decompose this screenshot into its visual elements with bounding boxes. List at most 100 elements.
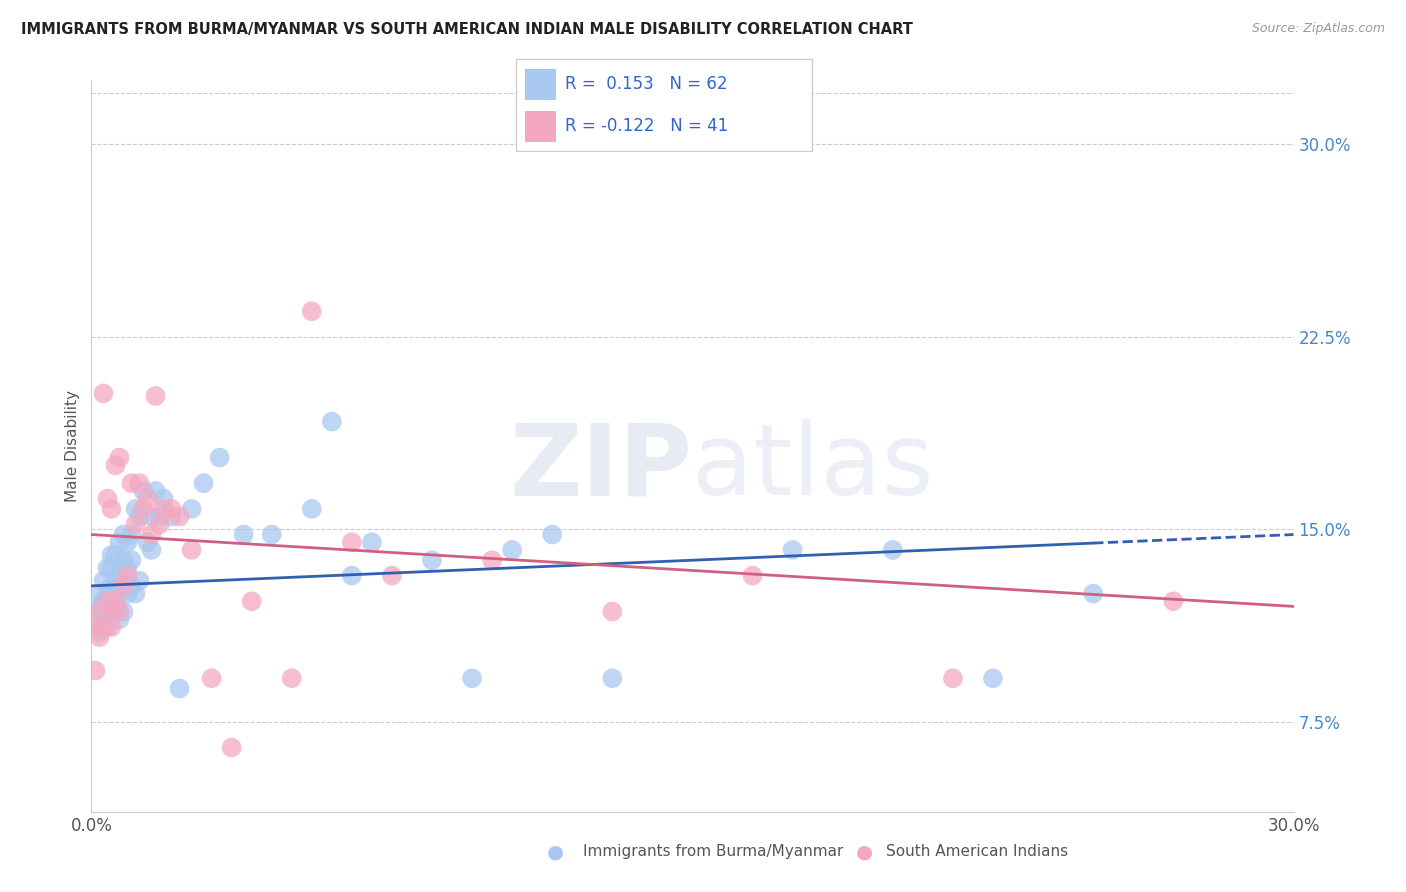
Point [160,509,183,524]
Text: South American Indians: South American Indians [886,845,1069,859]
Point [1163,594,1185,608]
Point [108,586,131,600]
Point [96,594,118,608]
Point [180,543,202,558]
Point [100,561,122,575]
Point [141,543,163,558]
Point [381,568,404,582]
Point [112,579,135,593]
Point [132,483,155,498]
Point [84,620,107,634]
Point [104,458,127,473]
Point [108,450,131,465]
Text: Source: ZipAtlas.com: Source: ZipAtlas.com [1251,22,1385,36]
Point [132,501,155,516]
Point [96,620,118,634]
Point [240,594,263,608]
Point [124,586,146,600]
Point [160,501,183,516]
Point [93,605,115,619]
Point [104,599,127,614]
Point [169,681,191,696]
Point [602,671,624,685]
Point [128,509,150,524]
Text: R =  0.153   N = 62: R = 0.153 N = 62 [565,75,727,93]
Point [882,543,904,558]
Text: ●: ● [547,842,564,862]
Point [112,553,135,567]
Point [100,501,122,516]
Point [108,535,131,549]
Point [208,450,231,465]
Point [141,527,163,541]
Point [128,574,150,588]
Text: Immigrants from Burma/Myanmar: Immigrants from Burma/Myanmar [583,845,844,859]
Point [100,579,122,593]
Point [96,561,118,575]
Point [141,509,163,524]
Point [121,476,143,491]
Point [152,491,174,506]
Point [232,527,254,541]
FancyBboxPatch shape [516,59,813,151]
Point [145,389,167,403]
Point [108,605,131,619]
Point [121,553,143,567]
Point [541,527,564,541]
Point [104,548,127,562]
Point [89,586,111,600]
Point [93,594,115,608]
Point [301,304,323,318]
Point [84,664,107,678]
Point [89,630,111,644]
Point [100,605,122,619]
Point [108,612,131,626]
Point [221,740,243,755]
Point [89,625,111,640]
Point [117,535,139,549]
Point [121,579,143,593]
Point [108,568,131,582]
Point [112,579,135,593]
Point [112,605,135,619]
Point [340,535,363,549]
Point [281,671,304,685]
Bar [526,112,555,142]
Point [1083,586,1105,600]
Point [100,620,122,634]
Point [501,543,523,558]
Point [96,491,118,506]
Point [981,671,1004,685]
Point [104,579,127,593]
Point [461,671,484,685]
Point [301,501,323,516]
Point [360,535,382,549]
Point [84,612,107,626]
Bar [526,70,555,100]
Point [152,501,174,516]
Point [145,483,167,498]
Point [112,527,135,541]
Text: IMMIGRANTS FROM BURMA/MYANMAR VS SOUTH AMERICAN INDIAN MALE DISABILITY CORRELATI: IMMIGRANTS FROM BURMA/MYANMAR VS SOUTH A… [21,22,912,37]
Point [420,553,443,567]
Point [321,415,343,429]
Point [741,568,763,582]
Point [93,386,115,401]
Point [124,501,146,516]
Point [117,568,139,582]
Point [340,568,363,582]
Point [136,491,159,506]
Point [104,594,127,608]
Point [782,543,804,558]
Point [260,527,283,541]
Point [100,605,122,619]
Text: ●: ● [856,842,873,862]
Point [128,476,150,491]
Point [481,553,503,567]
Text: R = -0.122   N = 41: R = -0.122 N = 41 [565,118,728,136]
Point [121,527,143,541]
Point [89,599,111,614]
Y-axis label: Male Disability: Male Disability [65,390,80,502]
Point [148,517,170,532]
Point [148,509,170,524]
